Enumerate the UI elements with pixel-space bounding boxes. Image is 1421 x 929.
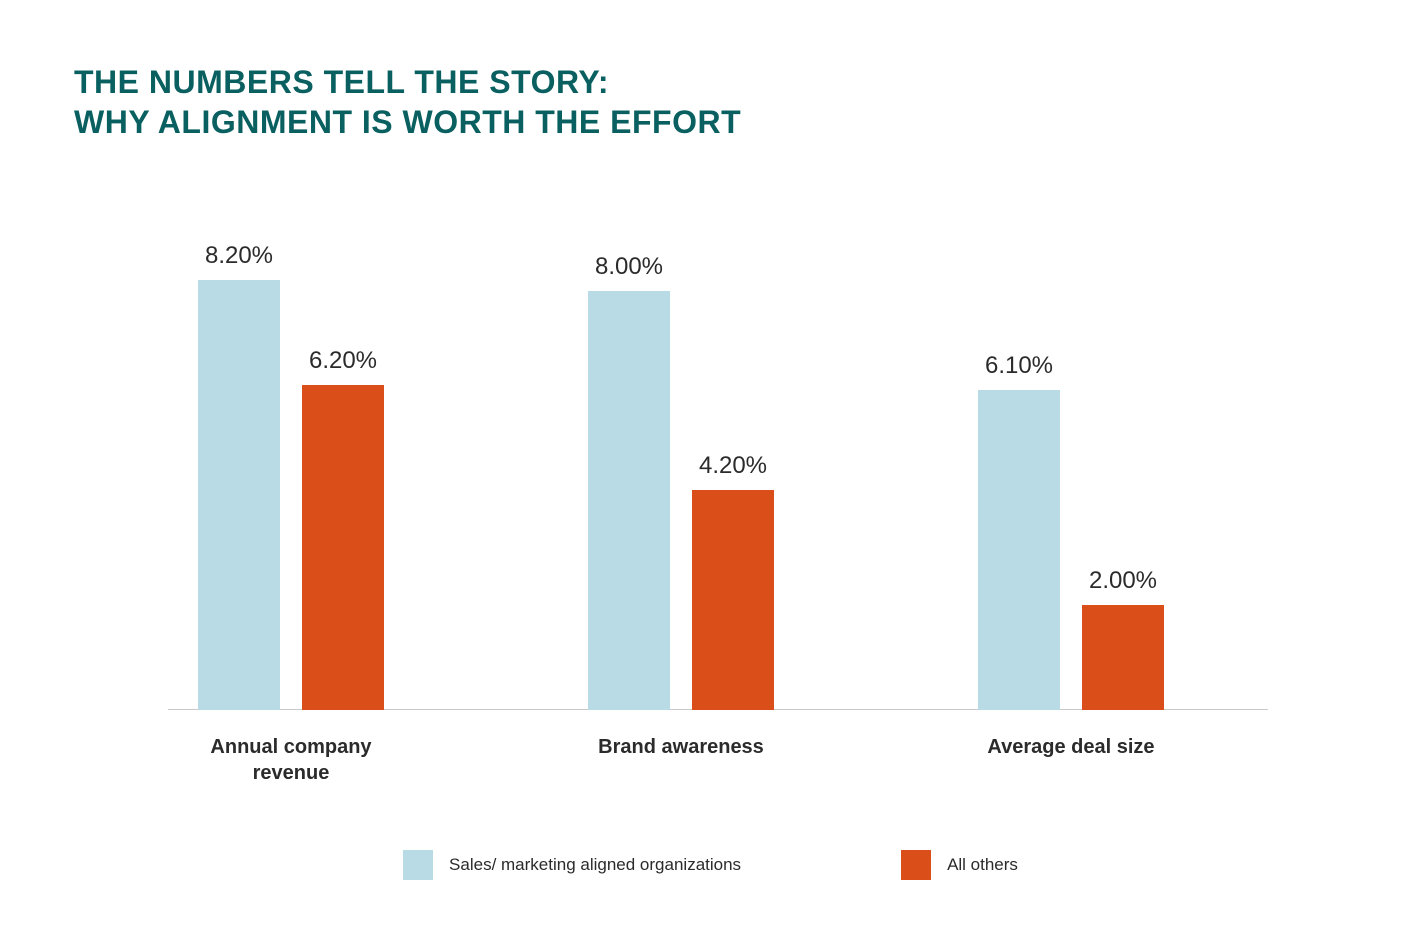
bar-value-label: 4.20% [699,452,767,480]
bar-others: 2.00% [1082,605,1164,710]
bar-value-label: 8.00% [595,253,663,281]
chart-title-line1: THE NUMBERS TELL THE STORY: [74,64,609,100]
legend-item: All others [901,850,1018,880]
bar-chart: 8.20%6.20%Annual company revenue8.00%4.2… [168,230,1268,710]
bar-others: 6.20% [302,385,384,710]
bar-group: 8.00%4.20%Brand awareness [588,291,774,711]
bar-others: 4.20% [692,490,774,710]
bar-value-label: 2.00% [1089,567,1157,595]
bar-value-label: 6.10% [985,352,1053,380]
legend-item: Sales/ marketing aligned organizations [403,850,741,880]
category-label: Brand awareness [581,734,781,760]
bar-value-label: 8.20% [205,242,273,270]
chart-legend: Sales/ marketing aligned organizations Al… [0,850,1421,880]
bar-aligned: 6.10% [978,390,1060,710]
bar-group: 6.10%2.00%Average deal size [978,390,1164,710]
legend-label: Sales/ marketing aligned organizations [449,855,741,875]
bar-aligned: 8.20% [198,280,280,710]
category-label: Average deal size [971,734,1171,760]
bar-aligned: 8.00% [588,291,670,711]
chart-title: THE NUMBERS TELL THE STORY: WHY ALIGNMEN… [74,62,741,142]
category-label: Annual company revenue [191,734,391,786]
chart-title-line2: WHY ALIGNMENT IS WORTH THE EFFORT [74,104,741,140]
legend-swatch [403,850,433,880]
legend-swatch [901,850,931,880]
legend-label: All others [947,855,1018,875]
bar-value-label: 6.20% [309,347,377,375]
bar-group: 8.20%6.20%Annual company revenue [198,280,384,710]
